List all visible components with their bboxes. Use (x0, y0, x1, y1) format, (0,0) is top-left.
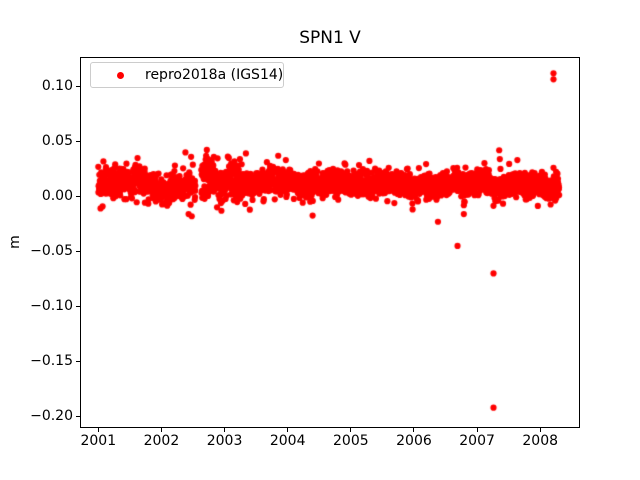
legend-marker-dot-icon (117, 71, 124, 79)
y-tick-label: −0.15 (30, 353, 73, 370)
x-tick-label: 2006 (396, 433, 432, 449)
legend-label: repro2018a (IGS14) (145, 67, 284, 83)
y-tick-label: −0.05 (30, 243, 73, 260)
y-tick-label: 0.05 (41, 133, 73, 150)
y-tick-mark (76, 140, 80, 142)
x-tick-mark (539, 428, 541, 432)
y-tick-label: −0.10 (30, 298, 73, 315)
x-tick-label: 2004 (269, 433, 306, 449)
x-tick-label: 2002 (143, 433, 180, 449)
x-tick-mark (413, 428, 415, 432)
legend: repro2018a (IGS14) (90, 62, 284, 88)
y-tick-label: 0.10 (41, 78, 73, 95)
x-tick-mark (224, 428, 226, 432)
x-tick-mark (287, 428, 289, 432)
x-tick-label: 2001 (80, 433, 117, 449)
x-tick-mark (97, 428, 99, 432)
y-tick-mark (76, 85, 80, 87)
y-tick-mark (76, 415, 80, 417)
x-tick-mark (350, 428, 352, 432)
y-tick-mark (76, 250, 80, 252)
chart-title: SPN1 V (299, 28, 361, 48)
y-tick-mark (76, 195, 80, 197)
x-tick-label: 2007 (459, 433, 495, 449)
x-tick-label: 2008 (522, 433, 559, 449)
x-tick-label: 2003 (206, 433, 243, 449)
y-tick-mark (76, 305, 80, 307)
y-tick-mark (76, 360, 80, 362)
y-tick-label: 0.00 (41, 188, 73, 205)
y-tick-label: −0.20 (30, 408, 73, 425)
x-tick-mark (160, 428, 162, 432)
x-tick-label: 2005 (333, 433, 369, 449)
x-tick-mark (476, 428, 478, 432)
